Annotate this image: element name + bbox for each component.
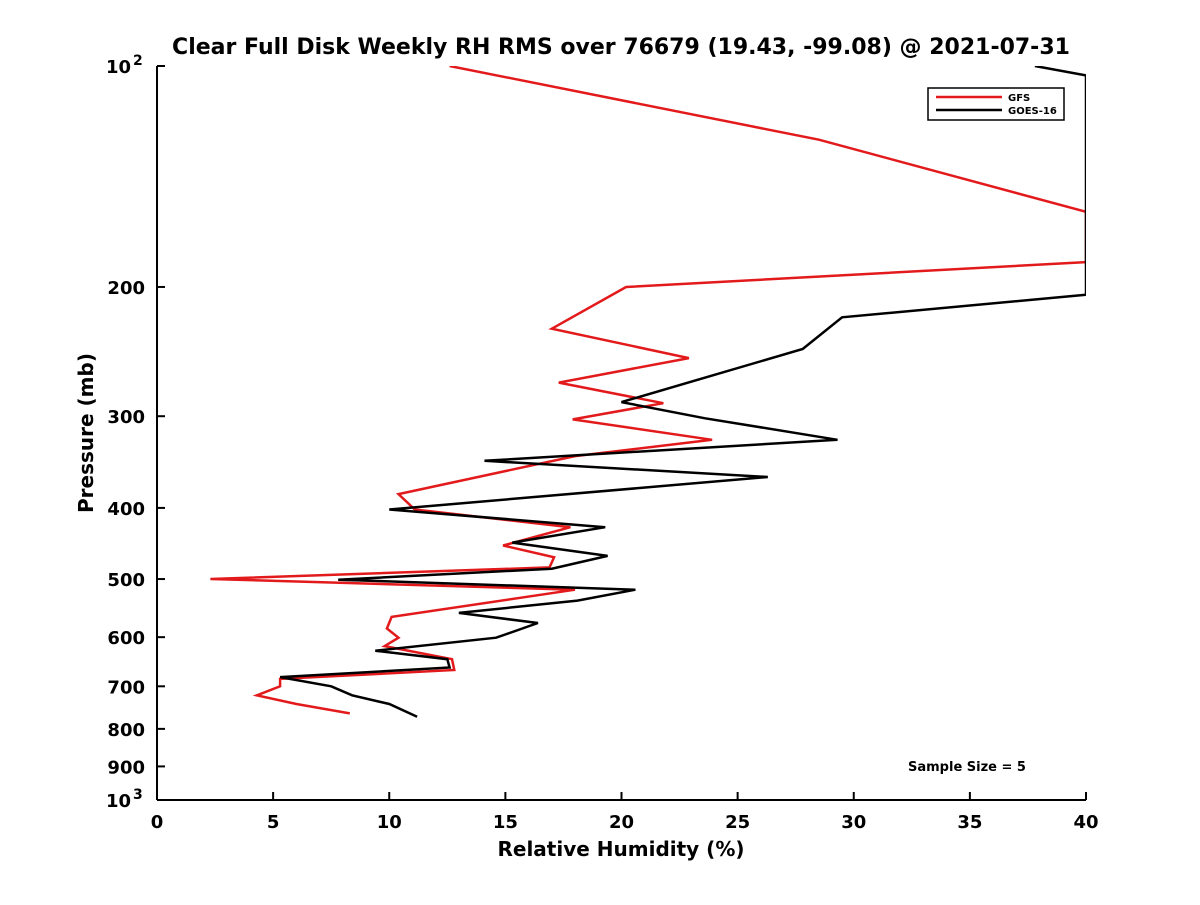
y-tick-label: 10 bbox=[106, 57, 131, 78]
x-tick-label: 25 bbox=[725, 812, 750, 833]
legend-entry-label: GOES-16 bbox=[1008, 106, 1057, 117]
x-tick-label: 35 bbox=[957, 812, 982, 833]
y-tick-label: 500 bbox=[107, 570, 145, 591]
y-tick-label: 900 bbox=[107, 757, 145, 778]
x-tick-label: 5 bbox=[267, 812, 280, 833]
legend: GFS GOES-16 bbox=[927, 87, 1065, 121]
legend-entry-label: GFS bbox=[1008, 93, 1030, 104]
series-line-goes-16 bbox=[279, 66, 1086, 718]
sample-size-annotation: Sample Size = 5 bbox=[908, 760, 1026, 775]
legend-box bbox=[927, 87, 1065, 121]
y-tick-label: 600 bbox=[107, 628, 145, 649]
y-tick-exponent: 3 bbox=[133, 787, 143, 803]
x-tick-label: 0 bbox=[151, 812, 164, 833]
y-tick-label: 10 bbox=[106, 791, 131, 812]
x-tick-label: 15 bbox=[493, 812, 518, 833]
y-tick-label: 800 bbox=[107, 720, 145, 741]
series-line-gfs bbox=[210, 66, 1086, 715]
x-tick-label: 40 bbox=[1073, 812, 1098, 833]
x-tick-label: 30 bbox=[841, 812, 866, 833]
y-tick-label: 700 bbox=[107, 677, 145, 698]
y-tick-exponent: 2 bbox=[133, 53, 143, 69]
y-tick-label: 200 bbox=[107, 278, 145, 299]
x-tick-label: 20 bbox=[609, 812, 634, 833]
x-axis: 0 5 10 15 20 25 30 35 40 bbox=[151, 792, 1099, 833]
y-tick-label: 300 bbox=[107, 407, 145, 428]
y-tick-label: 400 bbox=[107, 499, 145, 520]
plot-area bbox=[156, 66, 1086, 801]
x-tick-label: 10 bbox=[377, 812, 402, 833]
y-axis-label: Pressure (mb) bbox=[74, 353, 98, 513]
chart-title: Clear Full Disk Weekly RH RMS over 76679… bbox=[172, 35, 1070, 60]
x-axis-label: Relative Humidity (%) bbox=[497, 837, 744, 861]
